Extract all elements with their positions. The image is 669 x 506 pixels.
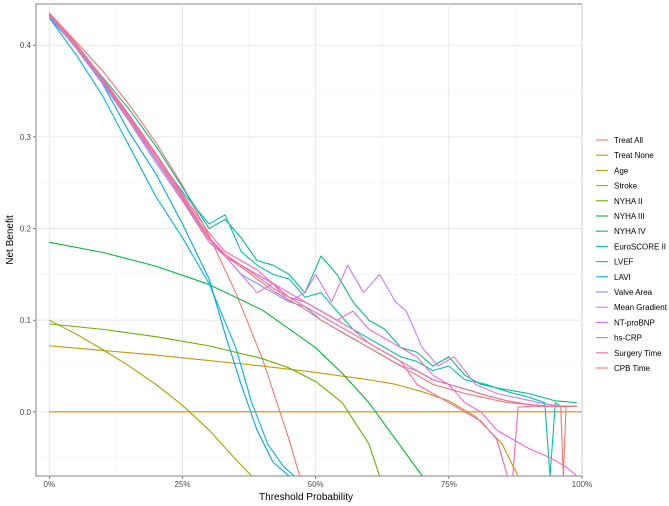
x-tick-label: 75% <box>441 480 457 489</box>
legend-item: LAVI <box>596 273 631 282</box>
legend-label: EuroSCORE II <box>614 242 666 251</box>
legend-label: Stroke <box>614 182 638 191</box>
x-tick-label: 100% <box>572 480 592 489</box>
series-line-treat-all <box>48 12 301 476</box>
legend-label: CPB Time <box>614 364 651 373</box>
legend: Treat All Treat None Age Stroke NYHA II NYHA … <box>596 136 668 373</box>
legend-item: Surgery Time <box>596 349 662 358</box>
series-line-cpb-time <box>48 13 577 476</box>
legend-label: hs-CRP <box>614 334 642 343</box>
legend-item: CPB Time <box>596 364 651 373</box>
legend-label: NYHA II <box>614 197 642 206</box>
x-tick-label: 0% <box>44 480 56 489</box>
y-tick-label: 0.3 <box>20 133 32 142</box>
y-tick-label: 0.0 <box>20 408 32 417</box>
x-axis-ticks: 0% 25% 50% 75% 100% <box>44 476 592 489</box>
series-line-nyha-iv <box>48 14 577 404</box>
series-line-nyha-iii <box>49 241 423 476</box>
legend-label: NYHA IV <box>614 227 646 236</box>
legend-label: Treat None <box>614 151 654 160</box>
legend-label: Valve Area <box>614 288 653 297</box>
y-tick-label: 0.2 <box>20 225 32 234</box>
legend-item: NYHA II <box>596 197 642 206</box>
x-tick-label: 25% <box>174 480 190 489</box>
legend-item: NT-proBNP <box>596 318 655 327</box>
legend-label: LVEF <box>614 258 634 267</box>
y-axis-title: Net Benefit <box>5 215 16 265</box>
series-line-mean-gradient <box>48 15 577 407</box>
series-line-stroke <box>49 319 253 476</box>
legend-label: NT-proBNP <box>614 318 655 327</box>
legend-item: Treat None <box>596 151 654 160</box>
legend-item: Valve Area <box>596 288 653 297</box>
series-line-surgery-time <box>48 13 577 407</box>
series-lines <box>48 12 582 476</box>
series-line-nyha-ii <box>49 323 381 476</box>
y-tick-label: 0.4 <box>20 41 32 50</box>
x-tick-label: 50% <box>308 480 324 489</box>
legend-item: EuroSCORE II <box>596 242 666 251</box>
legend-item: hs-CRP <box>596 334 642 343</box>
legend-label: NYHA III <box>614 212 645 221</box>
legend-item: NYHA III <box>596 212 645 221</box>
legend-item: Stroke <box>596 182 638 191</box>
grid-lines <box>36 4 583 476</box>
legend-label: Mean Gradient <box>614 303 668 312</box>
x-axis-title: Threshold Probability <box>259 492 353 503</box>
legend-label: Treat All <box>614 136 643 145</box>
plot-panel <box>35 3 583 477</box>
legend-label: Surgery Time <box>614 349 662 358</box>
y-tick-label: 0.1 <box>20 316 32 325</box>
legend-item: NYHA IV <box>596 227 646 236</box>
legend-label: Age <box>614 166 629 175</box>
legend-item: Age <box>596 166 629 175</box>
series-line-lvef <box>48 17 295 476</box>
legend-item: Mean Gradient <box>596 303 668 312</box>
legend-label: LAVI <box>614 273 631 282</box>
legend-item: Treat All <box>596 136 643 145</box>
series-line-hs-crp <box>48 12 577 476</box>
y-axis-ticks: 0.0 0.1 0.2 0.3 0.4 <box>20 41 36 417</box>
legend-item: LVEF <box>596 258 634 267</box>
series-line-age <box>49 345 519 476</box>
